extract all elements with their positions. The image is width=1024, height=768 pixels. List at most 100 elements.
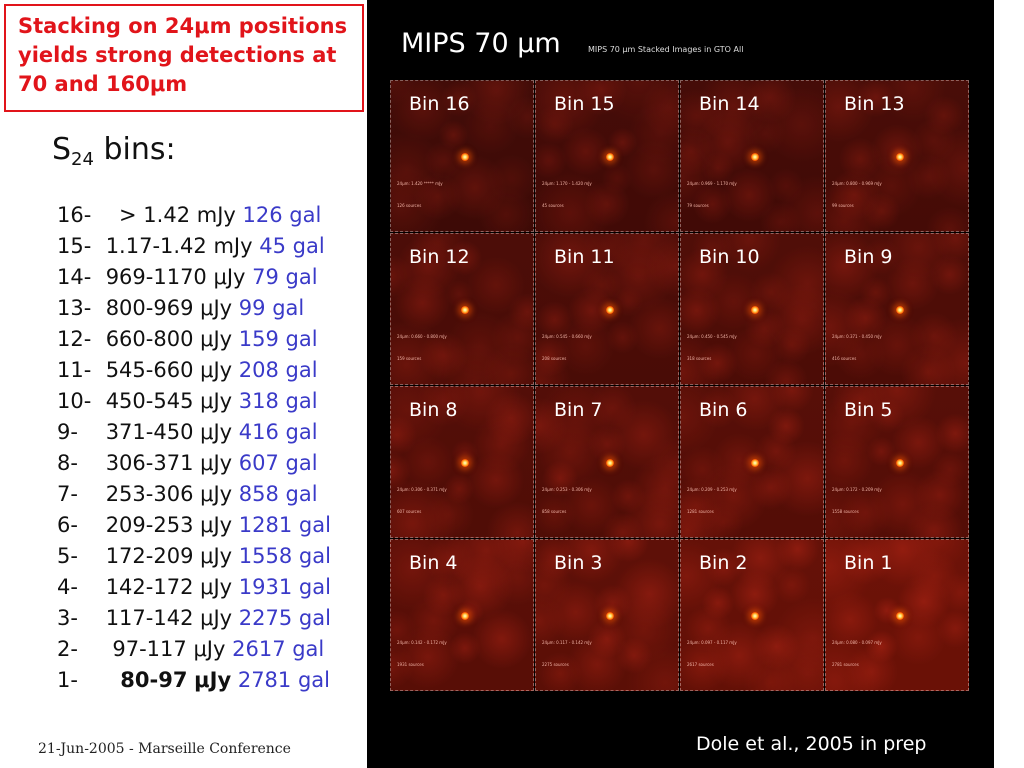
bin-list-item: 7- 253-306 μJy 858 gal: [57, 479, 331, 510]
bin-range: 969-1170: [105, 265, 207, 289]
stacked-image-tile: Bin 4 24μm: 0.142 - 0.172 mJy 1931 sources: [390, 539, 534, 691]
stacked-image-tile: Bin 14 24μm: 0.969 - 1.170 mJy 79 sources: [680, 80, 824, 232]
bin-galaxy-count: 126 gal: [242, 203, 322, 227]
bin-galaxy-count: 2617 gal: [232, 637, 325, 661]
bin-number: 5-: [57, 544, 78, 568]
bin-number: 15-: [57, 234, 92, 258]
tile-flux-range: 24μm: 0.172 - 0.209 mJy: [832, 487, 882, 492]
bin-number: 1-: [57, 668, 78, 692]
tile-flux-range: 24μm: 0.450 - 0.545 mJy: [687, 334, 737, 339]
tile-flux-range: 24μm: 0.097 - 0.117 mJy: [687, 640, 737, 645]
tile-bin-label: Bin 2: [699, 552, 748, 574]
tile-source-count: 159 sources: [397, 356, 422, 361]
bin-list-item: 2- 97-117 μJy 2617 gal: [57, 634, 331, 665]
stacked-image-tile: Bin 1 24μm: 0.080 - 0.097 mJy 2781 sources: [825, 539, 969, 691]
bin-unit: μJy: [200, 482, 233, 506]
stacked-image-tile: Bin 5 24μm: 0.172 - 0.209 mJy 1558 sources: [825, 386, 969, 538]
bin-galaxy-count: 607 gal: [238, 451, 318, 475]
bin-list-item: 8- 306-371 μJy 607 gal: [57, 448, 331, 479]
tile-source-count: 2275 sources: [542, 662, 569, 667]
heading-symbol: S: [52, 132, 72, 167]
tile-bin-label: Bin 12: [409, 246, 470, 268]
stacked-source-dot: [751, 459, 759, 467]
bin-list-item: 4- 142-172 μJy 1931 gal: [57, 572, 331, 603]
stacked-source-dot: [896, 612, 904, 620]
bin-unit: μJy: [200, 389, 233, 413]
bin-galaxy-count: 416 gal: [238, 420, 318, 444]
bin-galaxy-count: 99 gal: [238, 296, 305, 320]
bin-number: 2-: [57, 637, 78, 661]
tile-bin-label: Bin 10: [699, 246, 760, 268]
bin-range: 545-660: [105, 358, 194, 382]
bin-range: 142-172: [105, 575, 194, 599]
bin-list-item: 1- 80-97 μJy 2781 gal: [57, 665, 331, 696]
bin-number: 13-: [57, 296, 92, 320]
stacked-image-tile: Bin 9 24μm: 0.371 - 0.450 mJy 416 sources: [825, 233, 969, 385]
stacked-image-tile: Bin 12 24μm: 0.660 - 0.800 mJy 159 sources: [390, 233, 534, 385]
bin-range: 660-800: [105, 327, 194, 351]
bin-galaxy-count: 159 gal: [238, 327, 318, 351]
tile-flux-range: 24μm: 0.545 - 0.660 mJy: [542, 334, 592, 339]
tile-flux-range: 24μm: 0.660 - 0.800 mJy: [397, 334, 447, 339]
bin-number: 12-: [57, 327, 92, 351]
bin-range: 97-117: [105, 637, 187, 661]
tile-flux-range: 24μm: 0.142 - 0.172 mJy: [397, 640, 447, 645]
tile-bin-label: Bin 13: [844, 93, 905, 115]
tile-source-count: 607 sources: [397, 509, 422, 514]
tile-source-count: 2617 sources: [687, 662, 714, 667]
bin-range: 306-371: [105, 451, 194, 475]
tile-bin-label: Bin 16: [409, 93, 470, 115]
tile-source-count: 2781 sources: [832, 662, 859, 667]
stacked-source-dot: [461, 459, 469, 467]
tile-source-count: 208 sources: [542, 356, 567, 361]
s24-bins-heading: S24 bins:: [52, 132, 176, 170]
bin-number: 3-: [57, 606, 78, 630]
callout-line-3: 70 and 160μm: [18, 72, 188, 96]
tile-source-count: 318 sources: [687, 356, 712, 361]
bin-list-item: 13- 800-969 μJy 99 gal: [57, 293, 331, 324]
stacked-source-dot: [896, 459, 904, 467]
bin-unit: μJy: [200, 606, 233, 630]
stacked-source-dot: [461, 153, 469, 161]
bin-list-item: 5- 172-209 μJy 1558 gal: [57, 541, 331, 572]
tile-bin-label: Bin 7: [554, 399, 603, 421]
bin-galaxy-count: 45 gal: [259, 234, 325, 258]
bin-unit: mJy: [196, 203, 236, 227]
bin-number: 4-: [57, 575, 78, 599]
bin-range: 450-545: [105, 389, 194, 413]
bin-list-item: 10- 450-545 μJy 318 gal: [57, 386, 331, 417]
stacked-image-tile: Bin 10 24μm: 0.450 - 0.545 mJy 318 sources: [680, 233, 824, 385]
bin-number: 9-: [57, 420, 78, 444]
bin-unit: μJy: [200, 327, 233, 351]
tile-flux-range: 24μm: 0.969 - 1.170 mJy: [687, 181, 737, 186]
tile-source-count: 126 sources: [397, 203, 422, 208]
stacked-source-dot: [606, 153, 614, 161]
stacked-image-tile: Bin 7 24μm: 0.253 - 0.306 mJy 858 sources: [535, 386, 679, 538]
bin-list-item: 6- 209-253 μJy 1281 gal: [57, 510, 331, 541]
bin-list-item: 11- 545-660 μJy 208 gal: [57, 355, 331, 386]
footer-date: 21-Jun-2005 - Marseille Conference: [38, 741, 291, 757]
tile-source-count: 99 sources: [832, 203, 854, 208]
bin-range: 371-450: [105, 420, 194, 444]
stacked-image-tile: Bin 8 24μm: 0.306 - 0.371 mJy 607 sources: [390, 386, 534, 538]
tile-source-count: 1931 sources: [397, 662, 424, 667]
panel-title: MIPS 70 μm: [401, 28, 561, 59]
tile-bin-label: Bin 8: [409, 399, 458, 421]
stacked-image-tile: Bin 3 24μm: 0.117 - 0.142 mJy 2275 sources: [535, 539, 679, 691]
citation-credit: Dole et al., 2005 in prep: [696, 733, 927, 755]
bin-number: 7-: [57, 482, 78, 506]
stacked-source-dot: [751, 612, 759, 620]
tile-bin-label: Bin 3: [554, 552, 603, 574]
bin-galaxy-count: 1558 gal: [238, 544, 331, 568]
tile-bin-label: Bin 5: [844, 399, 893, 421]
bin-galaxy-count: 318 gal: [238, 389, 318, 413]
bin-number: 6-: [57, 513, 78, 537]
stacked-source-dot: [896, 153, 904, 161]
bin-number: 14-: [57, 265, 92, 289]
bin-unit: μJy: [200, 513, 233, 537]
callout-box: Stacking on 24μm positions yields strong…: [4, 4, 364, 112]
bin-list-item: 15- 1.17-1.42 mJy 45 gal: [57, 231, 331, 262]
heading-subscript: 24: [71, 149, 94, 170]
tile-bin-label: Bin 11: [554, 246, 615, 268]
tile-source-count: 1281 sources: [687, 509, 714, 514]
